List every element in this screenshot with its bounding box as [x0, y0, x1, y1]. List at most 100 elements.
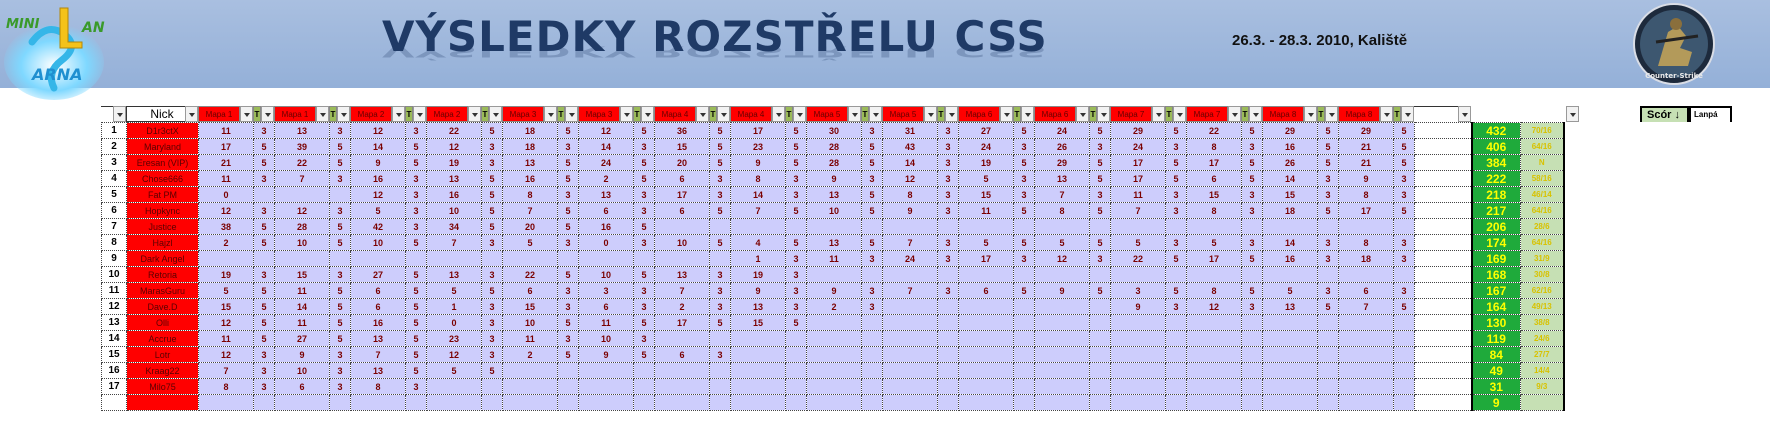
map-score-cell[interactable]: 13 [806, 234, 862, 251]
map-score-cell[interactable]: 10 [502, 314, 558, 331]
map-score-cell[interactable]: 15 [502, 298, 558, 315]
nick-cell[interactable]: Maryland [126, 138, 199, 155]
team-size-cell[interactable] [937, 378, 959, 395]
map-score-cell[interactable]: 6 [502, 282, 558, 299]
map-score-cell[interactable]: 13 [350, 362, 406, 379]
map-score-cell[interactable]: 39 [274, 138, 330, 155]
team-size-cell[interactable]: 3 [785, 298, 807, 315]
filter-dropdown-icon[interactable] [945, 106, 958, 122]
team-size-cell[interactable] [1089, 314, 1111, 331]
map-score-cell[interactable]: 15 [654, 138, 710, 155]
map-score-cell[interactable]: 12 [350, 122, 406, 139]
map-score-cell[interactable]: 13 [350, 330, 406, 347]
team-size-cell[interactable]: 3 [1393, 282, 1415, 299]
team-size-cell[interactable] [1393, 218, 1415, 235]
map-score-cell[interactable]: 5 [502, 234, 558, 251]
blank-cell[interactable] [1414, 154, 1472, 171]
team-size-cell[interactable]: 5 [1393, 122, 1415, 139]
map-score-cell[interactable]: 13 [1262, 298, 1318, 315]
filter-dropdown-icon[interactable] [1304, 106, 1317, 122]
team-size-cell[interactable] [1013, 298, 1035, 315]
team-size-cell[interactable]: 3 [405, 218, 427, 235]
total-score-cell[interactable]: 222 [1470, 170, 1521, 187]
map-score-cell[interactable]: 6 [350, 298, 406, 315]
map-score-cell[interactable] [1262, 266, 1318, 283]
team-size-cell[interactable]: 5 [633, 122, 655, 139]
team-size-cell[interactable]: 3 [937, 138, 959, 155]
team-size-cell[interactable]: 5 [709, 234, 731, 251]
map-score-cell[interactable]: 23 [730, 138, 786, 155]
total-score-cell[interactable]: 168 [1470, 266, 1521, 283]
team-size-cell[interactable] [1317, 378, 1339, 395]
team-size-cell[interactable]: 3 [633, 298, 655, 315]
team-size-cell[interactable]: 5 [253, 218, 275, 235]
lanpa-cell[interactable]: 30/8 [1520, 266, 1565, 283]
map-score-cell[interactable]: 19 [426, 154, 482, 171]
map-score-cell[interactable] [1338, 266, 1394, 283]
team-size-cell[interactable]: 5 [329, 330, 351, 347]
team-size-cell[interactable]: 3 [557, 282, 579, 299]
team-size-cell[interactable]: 5 [1089, 170, 1111, 187]
map-score-cell[interactable] [1338, 346, 1394, 363]
map-score-cell[interactable] [1110, 394, 1166, 411]
map-score-cell[interactable]: 14 [578, 138, 634, 155]
team-size-cell[interactable]: 5 [329, 282, 351, 299]
map-score-cell[interactable] [654, 394, 710, 411]
team-size-cell[interactable] [937, 330, 959, 347]
map-score-cell[interactable] [1186, 330, 1242, 347]
map-column-header[interactable]: Mapa 7 [1110, 106, 1152, 122]
map-column-header[interactable]: Mapa 4 [654, 106, 696, 122]
map-score-cell[interactable]: 7 [502, 202, 558, 219]
map-column-header[interactable]: Mapa 7 [1186, 106, 1228, 122]
team-size-cell[interactable] [1241, 394, 1263, 411]
map-score-cell[interactable]: 42 [350, 218, 406, 235]
team-size-cell[interactable] [633, 394, 655, 411]
map-score-cell[interactable]: 8 [198, 378, 254, 395]
map-score-cell[interactable]: 28 [806, 154, 862, 171]
t-column-header[interactable]: T [405, 106, 413, 122]
map-score-cell[interactable]: 16 [1262, 250, 1318, 267]
lanpa-cell[interactable]: 38/8 [1520, 314, 1565, 331]
map-score-cell[interactable]: 7 [882, 234, 938, 251]
map-score-cell[interactable]: 12 [1186, 298, 1242, 315]
filter-dropdown-icon[interactable] [1021, 106, 1034, 122]
team-size-cell[interactable]: 3 [481, 154, 503, 171]
map-score-cell[interactable]: 24 [1034, 122, 1090, 139]
team-size-cell[interactable] [253, 250, 275, 267]
map-column-header[interactable]: Mapa 6 [958, 106, 1000, 122]
filter-dropdown-icon[interactable] [717, 106, 730, 122]
team-size-cell[interactable]: 3 [1013, 186, 1035, 203]
blank-cell[interactable] [1414, 314, 1472, 331]
team-size-cell[interactable] [937, 346, 959, 363]
map-score-cell[interactable]: 15 [1262, 186, 1318, 203]
team-size-cell[interactable] [1317, 266, 1339, 283]
map-score-cell[interactable] [578, 250, 634, 267]
team-size-cell[interactable]: 3 [253, 378, 275, 395]
blank-cell[interactable] [1414, 394, 1472, 411]
team-size-cell[interactable] [1089, 394, 1111, 411]
map-score-cell[interactable]: 10 [654, 234, 710, 251]
filter-dropdown-icon[interactable] [1325, 106, 1338, 122]
team-size-cell[interactable]: 3 [329, 266, 351, 283]
blank-cell[interactable] [1414, 250, 1472, 267]
blank-cell[interactable] [1414, 266, 1472, 283]
team-size-cell[interactable] [709, 394, 731, 411]
team-size-cell[interactable]: 5 [329, 218, 351, 235]
map-score-cell[interactable]: 22 [502, 266, 558, 283]
map-score-cell[interactable]: 29 [1034, 154, 1090, 171]
map-score-cell[interactable]: 6 [654, 202, 710, 219]
team-size-cell[interactable]: 5 [557, 266, 579, 283]
nick-cell[interactable]: Fat PM [126, 186, 199, 203]
nick-cell[interactable]: Kraag22 [126, 362, 199, 379]
team-size-cell[interactable] [785, 394, 807, 411]
team-size-cell[interactable]: 5 [1089, 234, 1111, 251]
team-size-cell[interactable]: 5 [785, 154, 807, 171]
team-size-cell[interactable]: 5 [861, 138, 883, 155]
blank-cell[interactable] [1414, 282, 1472, 299]
team-size-cell[interactable] [557, 362, 579, 379]
map-score-cell[interactable]: 17 [958, 250, 1014, 267]
map-score-cell[interactable]: 9 [730, 282, 786, 299]
map-score-cell[interactable]: 11 [502, 330, 558, 347]
total-score-cell[interactable]: 384 [1470, 154, 1521, 171]
map-score-cell[interactable]: 5 [1186, 234, 1242, 251]
